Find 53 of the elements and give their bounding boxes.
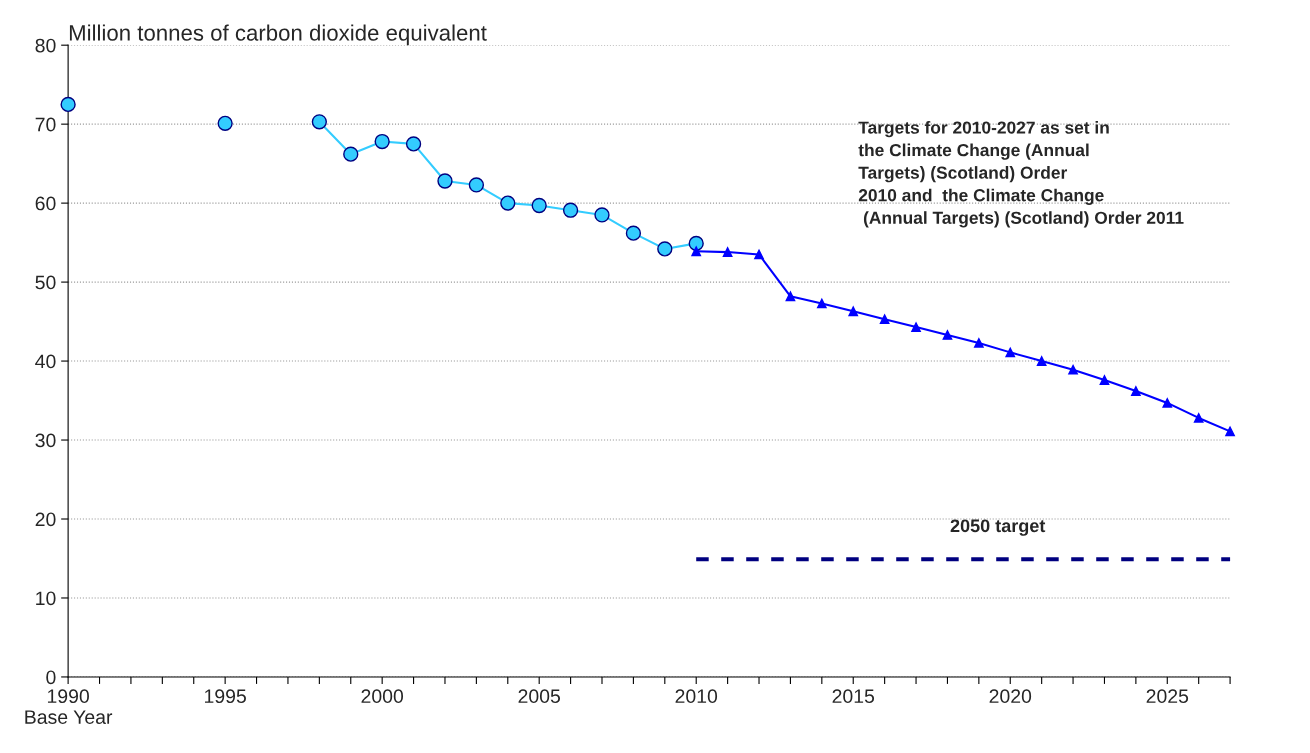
point: [911, 322, 921, 332]
point: [437, 173, 453, 189]
point: [1068, 364, 1078, 375]
point: [625, 225, 642, 241]
y-tick-label: 40: [35, 354, 56, 369]
x-tick-label: 2025: [1146, 689, 1189, 704]
point: [1005, 347, 1016, 358]
y-tick-label: 10: [36, 591, 56, 606]
x-tick-label: 1990 Base Year: [25, 689, 113, 724]
x-tick-label: 2005: [518, 689, 560, 704]
annotation: 2050 target: [950, 519, 1046, 536]
point: [374, 133, 390, 150]
point: [657, 241, 673, 257]
point: [785, 291, 796, 302]
y-tick-label: 70: [35, 117, 56, 132]
point: [1131, 386, 1141, 396]
point: [1036, 356, 1047, 366]
point: [942, 330, 953, 340]
point: [1099, 375, 1110, 385]
y-tick-label: 60: [35, 196, 56, 211]
point: [311, 114, 327, 130]
point: [879, 314, 890, 325]
y-tick-label: 0: [46, 670, 56, 685]
point: [60, 96, 76, 113]
point: [691, 246, 702, 257]
annotation: Targets for 2010-2027 as set in the Climate Change (Annual Targets) (Scotland) Order 2010 and the Climate Change (Annual Targets) (Scotland) Order 2011: [858, 120, 1184, 228]
y-tick-label: 50: [35, 275, 56, 290]
point: [500, 195, 516, 211]
point: [562, 202, 579, 218]
point: [468, 177, 485, 193]
point: [973, 338, 984, 348]
point: [1193, 413, 1204, 423]
x-tick-label: 1995: [205, 689, 246, 704]
x-tick-label: 2010: [675, 689, 718, 704]
x-tick-label: 2015: [832, 689, 875, 704]
point: [343, 146, 359, 162]
point: [405, 136, 422, 152]
point: [848, 306, 859, 317]
x-tick-label: 2000: [361, 689, 404, 704]
point: [1225, 426, 1235, 437]
point: [816, 298, 827, 309]
y-tick-label: 20: [35, 512, 56, 527]
y-axis-title: Million tonnes of carbon dioxide equivalent: [69, 24, 487, 46]
point: [754, 249, 764, 260]
point: [722, 247, 733, 257]
point: [688, 235, 704, 252]
point: [594, 207, 610, 223]
y-tick-label: 80: [35, 38, 56, 53]
y-tick-label: 30: [35, 433, 56, 448]
point: [217, 115, 233, 132]
point: [531, 197, 547, 214]
x-tick-label: 2020: [989, 689, 1032, 704]
point: [1162, 398, 1173, 408]
